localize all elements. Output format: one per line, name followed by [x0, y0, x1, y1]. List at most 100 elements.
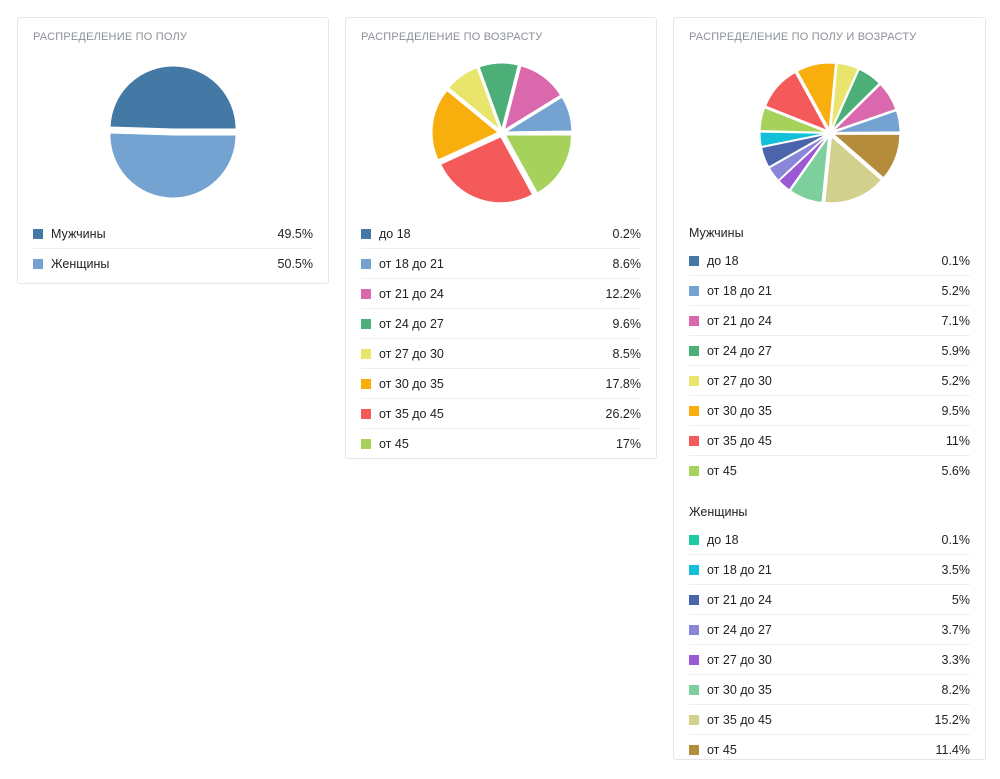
pie-slice-men-21-24 — [833, 83, 897, 132]
legend-value: 0.2% — [612, 226, 642, 241]
legend-item: от 45 17% — [361, 429, 641, 458]
legend-swatch — [361, 438, 371, 449]
legend-swatch — [361, 408, 371, 419]
legend-swatch — [689, 255, 699, 266]
legend-item: от 45 5.6% — [689, 456, 970, 485]
legend-value: 5.9% — [941, 343, 971, 358]
legend-label: от 45 — [379, 436, 409, 451]
legend-label: от 35 до 45 — [707, 712, 772, 727]
legend-item: от 21 до 24 7.1% — [689, 306, 970, 336]
legend-value: 49.5% — [277, 226, 313, 241]
legend-swatch — [689, 594, 699, 605]
legend-value: 7.1% — [941, 313, 971, 328]
legend-item: от 24 до 27 9.6% — [361, 309, 641, 339]
legend-value: 17.8% — [605, 376, 641, 391]
legend-item: от 18 до 21 8.6% — [361, 249, 641, 279]
legend-swatch — [361, 348, 371, 359]
pie-slice-21-24 — [503, 65, 562, 131]
legend-group: Мужчины 49.5% Женщины 50.5% — [33, 219, 313, 278]
legend-label: до 18 — [707, 253, 739, 268]
gender-age-legend: Мужчины до 18 0.1% от 18 до 21 5.2% от 21 до … — [689, 220, 970, 764]
legend-label: Женщины — [51, 256, 110, 271]
pie-slice-women-24-27 — [768, 134, 828, 181]
legend-value: 11.4% — [935, 742, 970, 757]
legend-value: 9.5% — [941, 403, 971, 418]
legend-item: от 24 до 27 3.7% — [689, 615, 970, 645]
pie-slice-men-30-35 — [796, 62, 836, 131]
pie-slice-women-21-24 — [760, 133, 827, 168]
legend-label: от 35 до 45 — [707, 433, 772, 448]
legend-value: 12.2% — [605, 286, 641, 301]
legend-label: до 18 — [707, 532, 739, 547]
gender-age-pie-chart — [759, 62, 901, 204]
legend-item: от 35 до 45 11% — [689, 426, 970, 456]
legend-label: от 24 до 27 — [707, 343, 772, 358]
legend-item: от 21 до 24 12.2% — [361, 279, 641, 309]
legend-value: 8.5% — [612, 346, 642, 361]
legend-value: 9.6% — [612, 316, 642, 331]
legend-item: от 45 11.4% — [689, 735, 970, 764]
legend-swatch — [689, 375, 699, 386]
pie-slice-women — [109, 132, 237, 199]
legend-value: 5.2% — [941, 373, 971, 388]
legend-label: от 24 до 27 — [379, 316, 444, 331]
gender-age-distribution-card: Распределение по полу и возрасту Мужчины… — [673, 17, 986, 760]
legend-label: от 18 до 21 — [379, 256, 444, 271]
pie-slice-45-plus — [504, 134, 572, 194]
legend-label: от 21 до 24 — [707, 592, 772, 607]
legend-item: от 27 до 30 5.2% — [689, 366, 970, 396]
legend-group-heading-men: Мужчины — [689, 226, 744, 240]
pie-slice-women-18-21 — [759, 131, 827, 148]
legend-swatch — [361, 318, 371, 329]
card-title: Распределение по возрасту — [361, 31, 543, 43]
legend-swatch — [361, 258, 371, 269]
pie-slice-under-18 — [505, 131, 573, 134]
legend-value: 3.3% — [941, 652, 971, 667]
legend-label: от 45 — [707, 463, 737, 478]
legend-label: Мужчины — [51, 226, 106, 241]
legend-swatch — [689, 345, 699, 356]
legend-label: от 18 до 21 — [707, 283, 772, 298]
legend-item: до 18 0.1% — [689, 525, 970, 555]
legend-swatch — [689, 684, 699, 695]
pie-slice-men-27-30 — [830, 62, 859, 130]
pie-slice-30-35 — [431, 89, 499, 161]
legend-value: 8.2% — [941, 682, 971, 697]
pie-slice-women-27-30 — [778, 135, 828, 191]
legend-group: до 18 0.2% от 18 до 21 8.6% от 21 до 24 12.2%… — [361, 219, 641, 458]
legend-value: 11% — [945, 433, 970, 448]
card-title: Распределение по полу и возрасту — [689, 31, 917, 43]
legend-label: от 27 до 30 — [379, 346, 444, 361]
age-legend: до 18 0.2% от 18 до 21 8.6% от 21 до 24 12.2%… — [361, 219, 641, 458]
legend-value: 8.6% — [612, 256, 642, 271]
legend-group-heading-women: Женщины — [689, 505, 748, 519]
legend-value: 26.2% — [605, 406, 641, 421]
legend-label: от 30 до 35 — [379, 376, 444, 391]
age-pie-chart — [431, 62, 573, 204]
legend-group: до 18 0.1% от 18 до 21 5.2% от 21 до 24 7.1% о… — [689, 246, 970, 485]
pie-slice-men-18-21 — [833, 110, 901, 133]
legend-value: 5.6% — [941, 463, 971, 478]
legend-item: от 18 до 21 3.5% — [689, 555, 970, 585]
legend-value: 3.7% — [941, 622, 971, 637]
gender-distribution-card: Распределение по полу Мужчины 49.5% Женщин… — [17, 17, 329, 284]
legend-item: Мужчины 49.5% — [33, 219, 313, 249]
legend-label: от 21 до 24 — [707, 313, 772, 328]
pie-slice-men-35-45 — [764, 71, 829, 132]
pie-slice-24-27 — [478, 62, 519, 131]
legend-value: 0.1% — [941, 253, 971, 268]
legend-item: от 35 до 45 15.2% — [689, 705, 970, 735]
pie-slice-27-30 — [447, 67, 501, 132]
group-spacer — [689, 485, 970, 499]
legend-swatch — [689, 435, 699, 446]
legend-label: от 45 — [707, 742, 737, 757]
legend-swatch — [689, 744, 699, 755]
pie-slice-women-45-plus — [832, 133, 901, 179]
legend-item: от 18 до 21 5.2% — [689, 276, 970, 306]
card-title: Распределение по полу — [33, 31, 188, 43]
legend-item: до 18 0.2% — [361, 219, 641, 249]
legend-swatch — [689, 564, 699, 575]
legend-swatch — [689, 315, 699, 326]
age-distribution-card: Распределение по возрасту до 18 0.2% от 18… — [345, 17, 657, 459]
legend-swatch — [689, 534, 699, 545]
